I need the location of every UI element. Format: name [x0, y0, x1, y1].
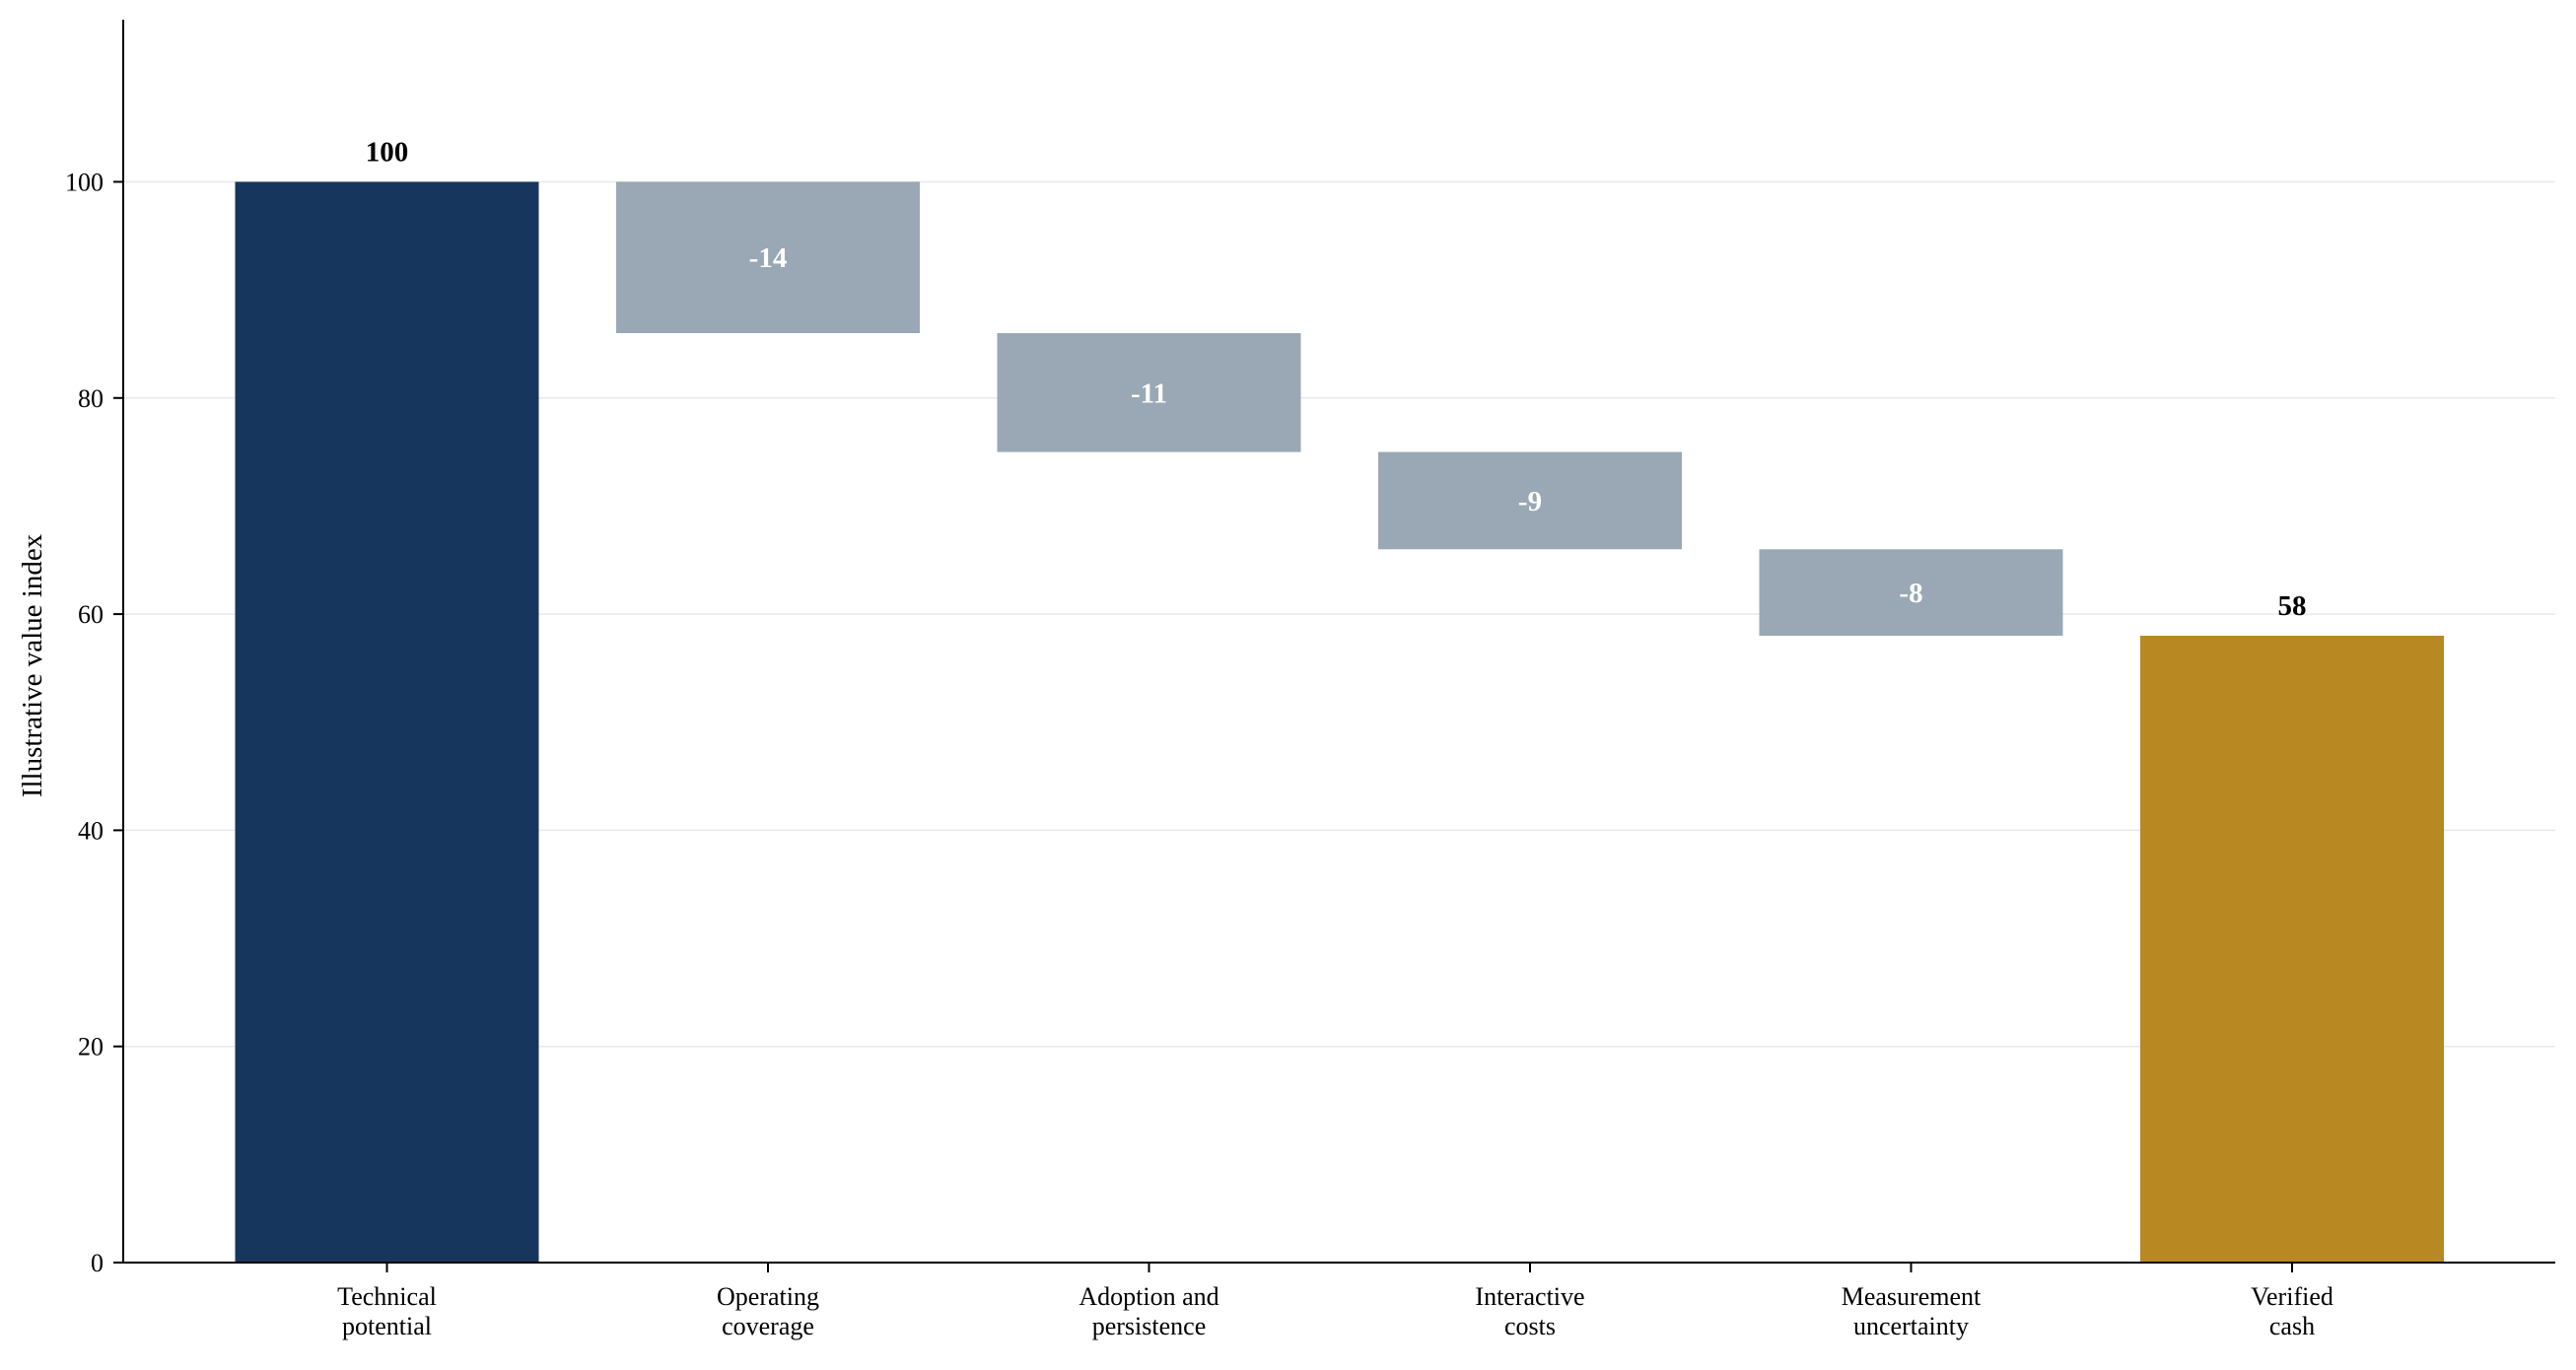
bar-4	[1759, 549, 2063, 637]
category-label-4-line-1: uncertainty	[1853, 1312, 1969, 1340]
bar-0	[235, 181, 539, 1263]
category-label-5-line-1: cash	[2269, 1312, 2315, 1340]
bar-3	[1378, 451, 1682, 550]
value-label-0: 100	[366, 136, 409, 168]
y-tick-label-100: 100	[65, 168, 104, 196]
value-label-2: -11	[1131, 377, 1167, 409]
bar-layer	[235, 181, 2444, 1263]
category-label-5-line-0: Verified	[2251, 1282, 2333, 1311]
y-axis-title: Illustrative value index	[17, 533, 48, 797]
category-label-5: Verified cash	[2251, 1282, 2333, 1340]
label-layer: 100 -14 -11 -9 -8 58	[366, 136, 2307, 622]
y-tick-label-40: 40	[78, 816, 104, 845]
category-label-2-line-0: Adoption and	[1079, 1282, 1218, 1311]
category-label-2-line-1: persistence	[1092, 1312, 1207, 1340]
y-tick-label-0: 0	[91, 1249, 104, 1277]
category-label-1-line-1: coverage	[722, 1312, 814, 1340]
bar-1	[616, 181, 920, 333]
y-tick-label-20: 20	[78, 1033, 104, 1062]
y-tick-label-60: 60	[78, 600, 104, 629]
y-tick-label-80: 80	[78, 384, 104, 413]
bar-5	[2140, 636, 2444, 1263]
value-label-3: -9	[1518, 486, 1542, 517]
category-label-4: Measurement uncertainty	[1842, 1282, 1982, 1340]
category-label-2: Adoption and persistence	[1079, 1282, 1218, 1340]
category-label-1: Operating coverage	[717, 1282, 819, 1340]
category-label-0: Technical potential	[337, 1282, 437, 1340]
category-label-3: Interactive costs	[1475, 1282, 1584, 1340]
value-label-5: 58	[2278, 590, 2307, 622]
category-label-4-line-0: Measurement	[1842, 1282, 1982, 1311]
bar-2	[997, 332, 1301, 452]
category-label-0-line-1: potential	[342, 1312, 432, 1340]
category-label-0-line-0: Technical	[337, 1282, 437, 1311]
category-label-1-line-0: Operating	[717, 1282, 819, 1311]
category-label-3-line-0: Interactive	[1475, 1282, 1584, 1311]
category-label-3-line-1: costs	[1504, 1312, 1556, 1340]
value-label-4: -8	[1899, 578, 1922, 609]
axis-layer: Illustrative value index 0 20 40 60 80 100 Tec…	[17, 20, 2555, 1340]
value-label-1: -14	[749, 242, 788, 274]
